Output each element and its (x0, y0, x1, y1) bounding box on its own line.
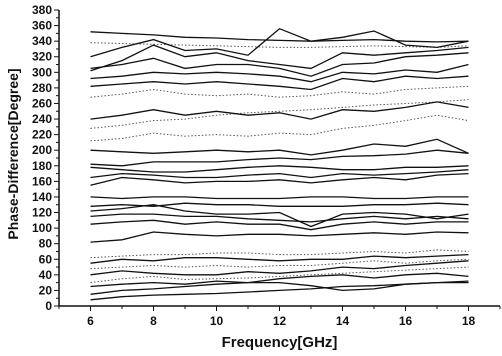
y-tick-label: 380 (32, 3, 52, 17)
x-tick-label: 18 (462, 314, 476, 328)
series-line-4 (90, 44, 469, 72)
y-tick-label: 0 (45, 299, 52, 313)
series-line-21 (90, 219, 469, 231)
x-tick-label: 10 (210, 314, 224, 328)
series-line-3 (90, 27, 469, 58)
y-tick-label: 140 (32, 190, 52, 204)
x-tick-label: 6 (87, 314, 94, 328)
series-line-6 (90, 63, 469, 83)
y-tick-label: 280 (32, 81, 52, 95)
series-line-13 (90, 149, 469, 167)
series-line-8 (90, 85, 469, 98)
y-tick-label: 240 (32, 112, 52, 126)
series-line-30 (90, 281, 469, 301)
y-tick-label: 100 (32, 221, 52, 235)
series-line-14 (90, 165, 469, 173)
x-axis-label: Frequency[GHz] (222, 334, 338, 351)
series-line-15 (90, 169, 469, 179)
series-line-7 (90, 75, 469, 91)
y-tick-label: 40 (39, 268, 53, 282)
series-line-16 (90, 172, 469, 186)
series-line-10 (90, 101, 469, 120)
y-tick-label: 160 (32, 174, 52, 188)
series-line-24 (90, 253, 469, 264)
x-tick-label: 14 (336, 314, 350, 328)
x-tick-label: 12 (273, 314, 287, 328)
y-tick-label: 340 (32, 34, 52, 48)
y-tick-label: 60 (39, 252, 53, 266)
series-line-2 (90, 42, 469, 48)
y-tick-label: 360 (32, 19, 52, 33)
x-tick-label: 8 (150, 314, 157, 328)
y-axis-label: Phase-Difference[Degree] (5, 68, 21, 239)
series-line-18 (90, 202, 469, 207)
y-tick-label: 200 (32, 143, 52, 157)
series-line-23 (90, 249, 469, 259)
series-line-28 (90, 272, 469, 288)
series-line-11 (90, 114, 469, 142)
y-tick-label: 80 (39, 237, 53, 251)
y-tick-label: 260 (32, 96, 52, 110)
x-tick-label: 16 (399, 314, 413, 328)
series-lines (90, 27, 469, 301)
series-line-26 (90, 260, 469, 276)
series-line-9 (90, 99, 469, 129)
y-tick-label: 220 (32, 128, 52, 142)
series-line-20 (90, 213, 469, 223)
y-tick-label: 120 (32, 206, 52, 220)
series-line-1 (90, 31, 469, 43)
series-line-22 (90, 231, 469, 243)
y-tick-label: 320 (32, 50, 52, 64)
y-tick-label: 300 (32, 65, 52, 79)
y-tick-label: 180 (32, 159, 52, 173)
series-line-17 (90, 196, 469, 200)
y-tick-label: 20 (39, 283, 53, 297)
series-line-19 (90, 204, 469, 228)
series-line-5 (90, 52, 469, 77)
series-line-12 (90, 138, 469, 156)
series-line-27 (90, 266, 469, 284)
series-line-25 (90, 258, 469, 270)
